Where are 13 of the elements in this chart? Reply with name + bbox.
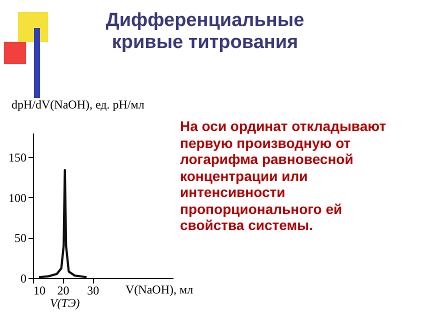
y-tick-label: 0 [20, 272, 26, 286]
x-axis-title: V(NaOH), мл [126, 282, 194, 296]
y-tick-label: 50 [14, 231, 26, 246]
line-series [38, 168, 88, 278]
x-tick-label: 30 [87, 284, 100, 298]
chart-title: Дифференциальные кривые титрования [104, 10, 306, 54]
text: На оси ординат откладывают первую производную от логарифма равновесной концентрации или интенсивности пропорционального ей свойства системы. [180, 118, 388, 234]
x-tick-label: 20 [57, 284, 70, 298]
y-tick-label: 100 [8, 190, 26, 205]
text: V(ТЭ) [50, 296, 80, 310]
y-axis-title: dpH/dV(NaOH), ед. pH/мл [12, 98, 144, 112]
y-tick-label: 150 [8, 150, 26, 165]
x-tick-label: 10 [34, 284, 46, 298]
